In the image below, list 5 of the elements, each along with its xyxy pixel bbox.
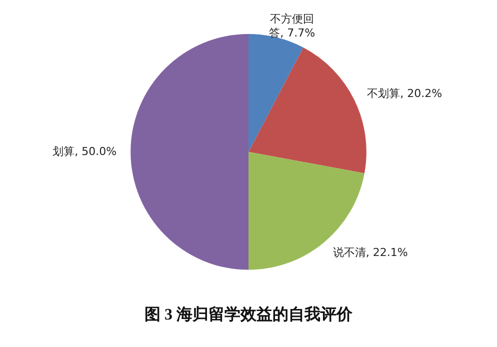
slice-label: 说不清, 22.1% <box>332 246 408 260</box>
slice-label: 不划算, 20.2% <box>367 87 442 100</box>
text: 图 3 海归留学效益的自我评价 <box>144 306 354 324</box>
slice-label: 不方便回答, 7.7% <box>269 12 316 40</box>
slice-label: 划算, 50.0% <box>52 144 117 158</box>
